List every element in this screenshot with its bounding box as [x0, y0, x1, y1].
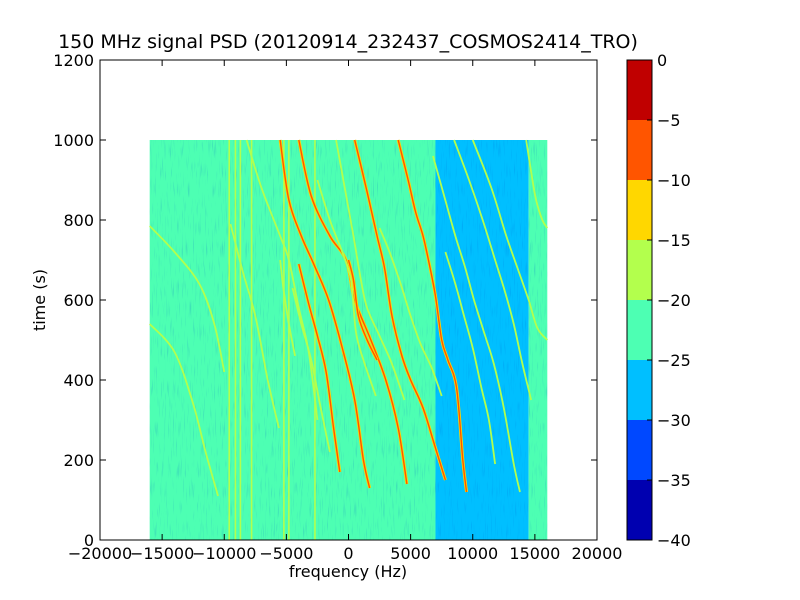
chart-title: 150 MHz signal PSD (20120914_232437_COSM… — [58, 31, 638, 53]
colorbar-level — [627, 180, 652, 240]
x-tick-label: 10000 — [447, 544, 498, 563]
signal-track — [453, 139, 533, 401]
colorbar-level — [627, 60, 652, 120]
colorbar-tick-label: −35 — [657, 471, 691, 490]
x-tick-label: −20000 — [68, 544, 132, 563]
signal-track — [378, 227, 443, 397]
signal-track — [291, 287, 331, 453]
signal-track — [471, 139, 548, 341]
heatmap-layers — [149, 139, 549, 540]
signal-track — [149, 323, 219, 497]
signal-track — [525, 139, 549, 229]
x-tick-label: 0 — [343, 544, 353, 563]
colorbar — [627, 60, 652, 540]
y-tick-label: 600 — [63, 291, 94, 310]
signal-track — [354, 139, 447, 481]
colorbar-tick-label: −40 — [657, 531, 691, 550]
y-tick-label: 1000 — [53, 131, 94, 150]
y-tick-label: 400 — [63, 371, 94, 390]
signal-track — [298, 263, 341, 473]
colorbar-tick-label: −25 — [657, 351, 691, 370]
colorbar-level — [627, 240, 652, 300]
colorbar-tick-label: −15 — [657, 231, 691, 250]
noise-overlay — [149, 140, 548, 540]
colorbar-tick-label: −10 — [657, 171, 691, 190]
signal-track — [316, 179, 377, 397]
x-tick-label: 20000 — [572, 544, 623, 563]
satellite-signal-tracks — [149, 139, 549, 497]
y-tick-label: 0 — [84, 531, 94, 550]
signal-track — [279, 139, 371, 489]
y-axis-label: time (s) — [30, 269, 49, 331]
x-tick-label: −10000 — [192, 544, 256, 563]
signal-track — [279, 259, 296, 357]
y-tick-label: 200 — [63, 451, 94, 470]
colorbar-tick-label: −5 — [657, 111, 681, 130]
signal-track — [335, 139, 406, 401]
signal-track — [149, 225, 226, 373]
x-axis-label: frequency (Hz) — [289, 562, 407, 581]
signal-track — [432, 155, 521, 493]
x-tick-label: 15000 — [509, 544, 560, 563]
colorbar-level — [627, 360, 652, 420]
colorbar-tick-label: −20 — [657, 291, 691, 310]
x-tick-label: −5000 — [259, 544, 313, 563]
x-axis-ticks: −20000−15000−10000 −5000 0 5000 10000 15000 20… — [68, 60, 623, 563]
colorbar-level — [627, 420, 652, 480]
colorbar-level — [627, 120, 652, 180]
colorbar-level — [627, 480, 652, 540]
x-tick-label: −15000 — [130, 544, 194, 563]
signal-track — [397, 139, 468, 493]
y-tick-label: 800 — [63, 211, 94, 230]
x-tick-label: 5000 — [390, 544, 431, 563]
signal-track — [444, 251, 497, 465]
colorbar-tick-label: −30 — [657, 411, 691, 430]
signal-track — [347, 259, 378, 361]
y-axis-ticks: 0 200 400 600 800 1000 1200 — [53, 51, 597, 550]
signal-track — [229, 223, 280, 429]
colorbar-ticks: 0 −5 −10 −15 −20 −25 −30 −35 −40 — [647, 51, 691, 550]
y-tick-label: 1200 — [53, 51, 94, 70]
colorbar-level — [627, 300, 652, 360]
colorbar-tick-label: 0 — [657, 51, 667, 70]
